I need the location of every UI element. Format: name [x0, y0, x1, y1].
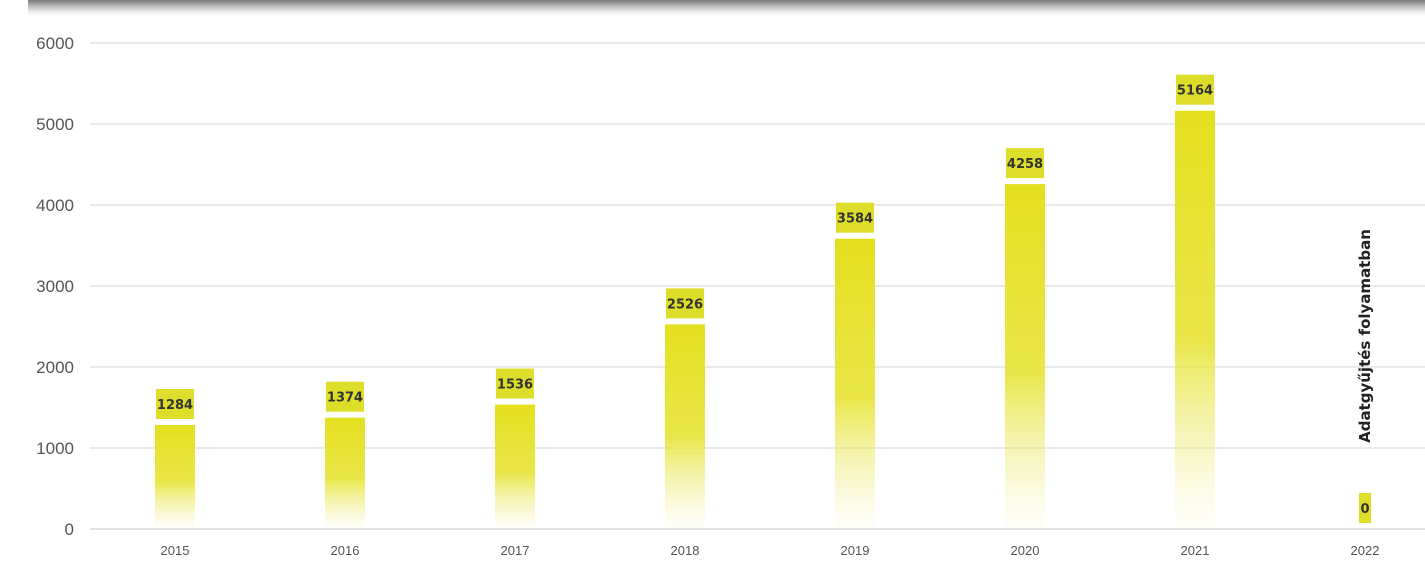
- x-tick-label-2015: 2015: [161, 543, 190, 558]
- x-tick-label-2020: 2020: [1011, 543, 1040, 558]
- x-tick-label-2019: 2019: [841, 543, 870, 558]
- top-shadow: [28, 0, 1425, 16]
- data-label-2022: 0: [1360, 502, 1369, 517]
- data-label-box-2015: [156, 388, 194, 419]
- data-label-box-2020: [1006, 148, 1044, 179]
- data-label-2018: 2526: [667, 297, 703, 312]
- data-label-box-2022: [1359, 493, 1371, 523]
- data-label-2021: 5164: [1177, 84, 1213, 99]
- data-label-2016: 1374: [327, 391, 363, 406]
- annotation-text: Adatgyűjtés folyamatban: [1356, 229, 1374, 443]
- y-tick-label-6000: 6000: [36, 34, 74, 53]
- data-label-2017: 1536: [497, 378, 533, 393]
- x-tick-label-2017: 2017: [501, 543, 530, 558]
- x-axis: 2015 2016 2017 2018 2019 2020 2021 2022: [161, 543, 1380, 558]
- bar-2020: [1005, 184, 1045, 530]
- data-label-box-2016: [326, 381, 364, 412]
- bar-2015: [155, 424, 195, 529]
- bar-2018: [665, 324, 705, 529]
- data-label-box-2018: [666, 288, 704, 319]
- data-label-box-2019: [836, 202, 874, 233]
- x-tick-label-2021: 2021: [1181, 543, 1210, 558]
- y-tick-label-3000: 3000: [36, 277, 74, 296]
- data-label-2015: 1284: [157, 398, 193, 413]
- x-tick-label-2018: 2018: [671, 543, 700, 558]
- y-axis: 0 1000 2000 3000 4000 5000 6000: [36, 34, 74, 539]
- data-labels: 1284 1374 1536 2526 3584 4258 5164 0: [156, 74, 1371, 523]
- gridlines: [90, 42, 1425, 530]
- data-label-box-2021: [1176, 74, 1214, 105]
- bars: [155, 110, 1215, 530]
- bar-2021: [1175, 110, 1215, 529]
- bar-2017: [495, 404, 535, 529]
- bar-2019: [835, 238, 875, 530]
- x-tick-label-2016: 2016: [331, 543, 360, 558]
- x-tick-label-2022: 2022: [1351, 543, 1380, 558]
- bar-2016: [325, 417, 365, 529]
- data-label-2020: 4258: [1007, 157, 1043, 172]
- y-tick-label-1000: 1000: [36, 439, 74, 458]
- y-tick-label-4000: 4000: [36, 196, 74, 215]
- y-tick-label-5000: 5000: [36, 115, 74, 134]
- data-label-2019: 3584: [837, 212, 873, 227]
- y-tick-label-0: 0: [65, 520, 74, 539]
- y-tick-label-2000: 2000: [36, 358, 74, 377]
- data-label-box-2017: [496, 368, 534, 399]
